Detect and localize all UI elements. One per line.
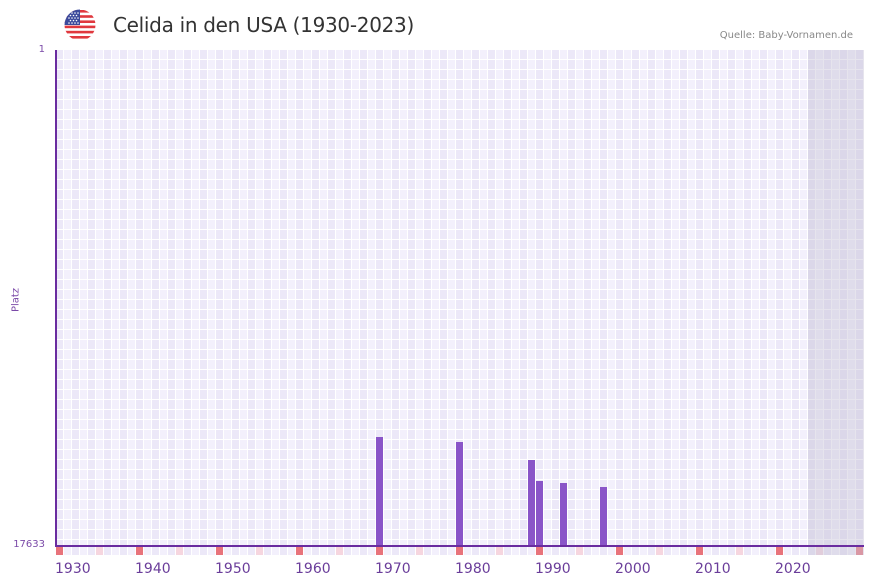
half-decade-marker-2015 <box>736 546 743 555</box>
bar-1980 <box>456 441 463 545</box>
x-tick-1990: 1990 <box>535 561 571 577</box>
x-tick-1930: 1930 <box>55 561 91 577</box>
decade-marker-2030 <box>856 546 863 555</box>
bar-1998 <box>600 486 607 545</box>
x-axis-line <box>55 545 864 547</box>
half-decade-marker-1945 <box>176 546 183 555</box>
half-decade-marker-2005 <box>656 546 663 555</box>
decade-marker-1960 <box>296 546 303 555</box>
decade-marker-1940 <box>136 546 143 555</box>
x-tick-2000: 2000 <box>615 561 651 577</box>
half-decade-marker-1975 <box>416 546 423 555</box>
decade-marker-1990 <box>536 546 543 555</box>
bar-1990 <box>536 480 543 545</box>
decade-marker-1980 <box>456 546 463 555</box>
x-tick-2010: 2010 <box>695 561 731 577</box>
year-marker-strip <box>56 546 864 555</box>
bar-1989 <box>528 459 535 545</box>
bar-1993 <box>560 482 567 545</box>
us-flag-icon <box>64 9 96 41</box>
decade-marker-2020 <box>776 546 783 555</box>
decade-marker-2000 <box>616 546 623 555</box>
x-tick-1940: 1940 <box>135 561 171 577</box>
y-axis-label: Platz <box>10 287 22 313</box>
source-link[interactable]: Quelle: Baby-Vornamen.de <box>719 30 853 41</box>
y-tick-top: 1 <box>38 44 45 55</box>
x-tick-2020: 2020 <box>775 561 811 577</box>
x-tick-1950: 1950 <box>215 561 251 577</box>
half-decade-marker-1985 <box>496 546 503 555</box>
bar-1970 <box>376 436 383 545</box>
half-decade-marker-2025 <box>816 546 823 555</box>
x-tick-1970: 1970 <box>375 561 411 577</box>
half-decade-marker-1935 <box>96 546 103 555</box>
half-decade-marker-1965 <box>336 546 343 555</box>
decade-marker-2010 <box>696 546 703 555</box>
chart-title: Celida in den USA (1930-2023) <box>113 13 414 37</box>
decade-marker-1970 <box>376 546 383 555</box>
decade-marker-1950 <box>216 546 223 555</box>
x-tick-1980: 1980 <box>455 561 491 577</box>
decade-marker-1930 <box>56 546 63 555</box>
half-decade-marker-1955 <box>256 546 263 555</box>
half-decade-marker-1995 <box>576 546 583 555</box>
x-tick-1960: 1960 <box>295 561 331 577</box>
y-tick-bottom: 17633 <box>13 539 45 550</box>
y-axis-line <box>55 50 57 546</box>
